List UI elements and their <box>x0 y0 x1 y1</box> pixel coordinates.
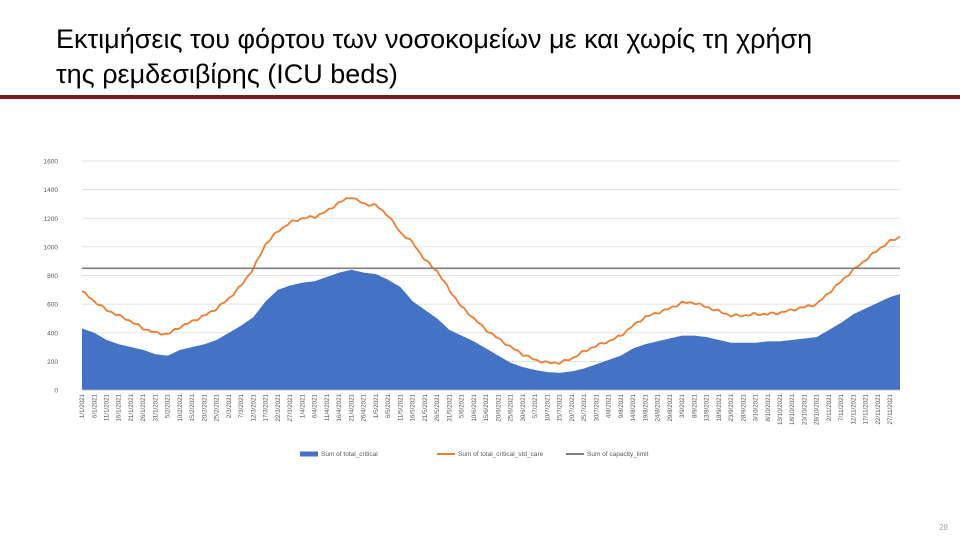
x-tick-label: 18/9/2021 <box>716 393 723 421</box>
x-tick-label: 16/4/2021 <box>336 393 343 421</box>
x-tick-label: 13/9/2021 <box>704 393 711 421</box>
x-tick-label: 11/5/2021 <box>397 393 404 421</box>
series-area-layer <box>82 269 900 390</box>
chart-legend: Sum of total_critical Sum of total_critic… <box>300 451 649 458</box>
series-std-care-line <box>81 197 901 365</box>
x-tick-label: 20/2/2021 <box>201 393 208 421</box>
slide-title-line-2: της ρεμδεσιβίρης (ICU beds) <box>56 59 398 89</box>
x-tick-label: 6/4/2021 <box>312 393 319 418</box>
x-tick-label: 25/7/2021 <box>581 393 588 421</box>
x-tick-label: 3/9/2021 <box>679 393 686 418</box>
x-tick-label: 19/8/2021 <box>642 393 649 421</box>
x-tick-label: 30/7/2021 <box>593 393 600 421</box>
x-tick-label: 6/5/2021 <box>385 393 392 418</box>
x-tick-label: 26/5/2021 <box>434 393 441 421</box>
x-tick-label: 10/7/2021 <box>544 393 551 421</box>
x-tick-label: 21/1/2021 <box>128 393 135 421</box>
x-tick-label: 15/2/2021 <box>189 393 196 421</box>
legend-label: Sum of capacity_limit <box>587 451 649 458</box>
x-axis: 1/1/2021 6/1/2021 11/1/2021 16/1/2021 21/1/2… <box>79 389 900 425</box>
x-tick-label: 20/7/2021 <box>569 393 576 421</box>
y-tick-label: 400 <box>47 330 58 337</box>
x-tick-label: 5/7/2021 <box>532 393 539 418</box>
legend-label: Sum of total_critical <box>321 451 378 458</box>
y-tick-label: 1400 <box>44 187 59 194</box>
x-tick-label: 30/6/2021 <box>520 393 527 421</box>
x-tick-label: 10/6/2021 <box>471 393 478 421</box>
x-tick-label: 18/10/2021 <box>789 393 796 425</box>
x-tick-label: 6/1/2021 <box>91 393 98 418</box>
x-tick-label: 23/10/2021 <box>801 393 808 425</box>
x-tick-label: 2/3/2021 <box>226 393 233 418</box>
x-tick-label: 11/1/2021 <box>103 393 110 421</box>
x-tick-label: 4/8/2021 <box>606 393 613 418</box>
x-tick-label: 23/9/2021 <box>728 393 735 421</box>
y-axis: 0 200 400 600 800 1000 1200 1400 1600 <box>44 159 59 395</box>
x-tick-label: 24/8/2021 <box>655 393 662 421</box>
y-tick-label: 1200 <box>44 216 59 223</box>
x-tick-label: 10/2/2021 <box>177 393 184 421</box>
y-tick-label: 1600 <box>44 159 59 166</box>
x-tick-label: 29/8/2021 <box>667 393 674 421</box>
x-tick-label: 16/5/2021 <box>410 393 417 421</box>
x-tick-label: 12/3/2021 <box>250 393 257 421</box>
x-tick-label: 14/8/2021 <box>630 393 637 421</box>
x-tick-label: 1/1/2021 <box>79 393 86 418</box>
x-tick-label: 8/9/2021 <box>691 393 698 418</box>
x-tick-label: 1/5/2021 <box>373 393 380 418</box>
x-tick-label: 28/9/2021 <box>740 393 747 421</box>
x-tick-label: 21/5/2021 <box>422 393 429 421</box>
x-tick-label: 13/10/2021 <box>777 393 784 425</box>
x-tick-label: 25/6/2021 <box>508 393 515 421</box>
x-tick-label: 22/3/2021 <box>275 393 282 421</box>
x-tick-label: 17/3/2021 <box>263 393 270 421</box>
y-tick-label: 600 <box>47 302 58 309</box>
x-tick-label: 5/6/2021 <box>459 393 466 418</box>
x-tick-label: 9/8/2021 <box>618 393 625 418</box>
series-lines-layer <box>81 197 901 365</box>
y-tick-label: 800 <box>47 273 58 280</box>
x-tick-label: 27/11/2021 <box>887 393 894 424</box>
x-tick-label: 12/11/2021 <box>850 393 857 424</box>
x-tick-label: 5/2/2021 <box>165 393 172 418</box>
x-tick-label: 27/3/2021 <box>287 393 294 421</box>
x-tick-label: 7/3/2021 <box>238 393 245 418</box>
x-tick-label: 26/1/2021 <box>140 393 147 421</box>
x-tick-label: 1/4/2021 <box>299 393 306 418</box>
y-tick-label: 0 <box>54 388 58 395</box>
x-tick-label: 15/6/2021 <box>483 393 490 421</box>
slide-title-line-1: Εκτιμήσεις του φόρτου των νοσοκομείων με… <box>56 24 813 54</box>
x-tick-label: 15/7/2021 <box>557 393 564 421</box>
legend-swatch <box>300 451 318 457</box>
x-tick-label: 17/11/2021 <box>863 393 870 424</box>
x-tick-label: 31/1/2021 <box>152 393 159 421</box>
x-tick-label: 8/10/2021 <box>765 393 772 421</box>
x-tick-label: 11/4/2021 <box>324 393 331 421</box>
x-tick-label: 31/5/2021 <box>446 393 453 421</box>
y-tick-label: 200 <box>47 359 58 366</box>
gridlines <box>82 160 900 391</box>
x-tick-label: 25/2/2021 <box>214 393 221 421</box>
slide-title: Εκτιμήσεις του φόρτου των νοσοκομείων με… <box>56 22 936 92</box>
x-tick-label: 7/11/2021 <box>838 393 845 421</box>
series-total-critical-area <box>82 269 900 390</box>
x-tick-label: 2/11/2021 <box>826 393 833 421</box>
x-tick-label: 22/11/2021 <box>875 393 882 424</box>
x-tick-label: 21/4/2021 <box>348 393 355 421</box>
x-tick-label: 20/6/2021 <box>495 393 502 421</box>
x-tick-label: 28/10/2021 <box>814 393 821 425</box>
x-tick-label: 3/10/2021 <box>753 393 760 421</box>
x-tick-label: 16/1/2021 <box>116 393 123 421</box>
legend-label: Sum of total_critical_std_care <box>458 451 544 458</box>
page-number: 28 <box>939 523 948 532</box>
title-divider <box>0 95 960 99</box>
y-tick-label: 1000 <box>44 244 59 251</box>
x-tick-label: 26/4/2021 <box>361 393 368 421</box>
